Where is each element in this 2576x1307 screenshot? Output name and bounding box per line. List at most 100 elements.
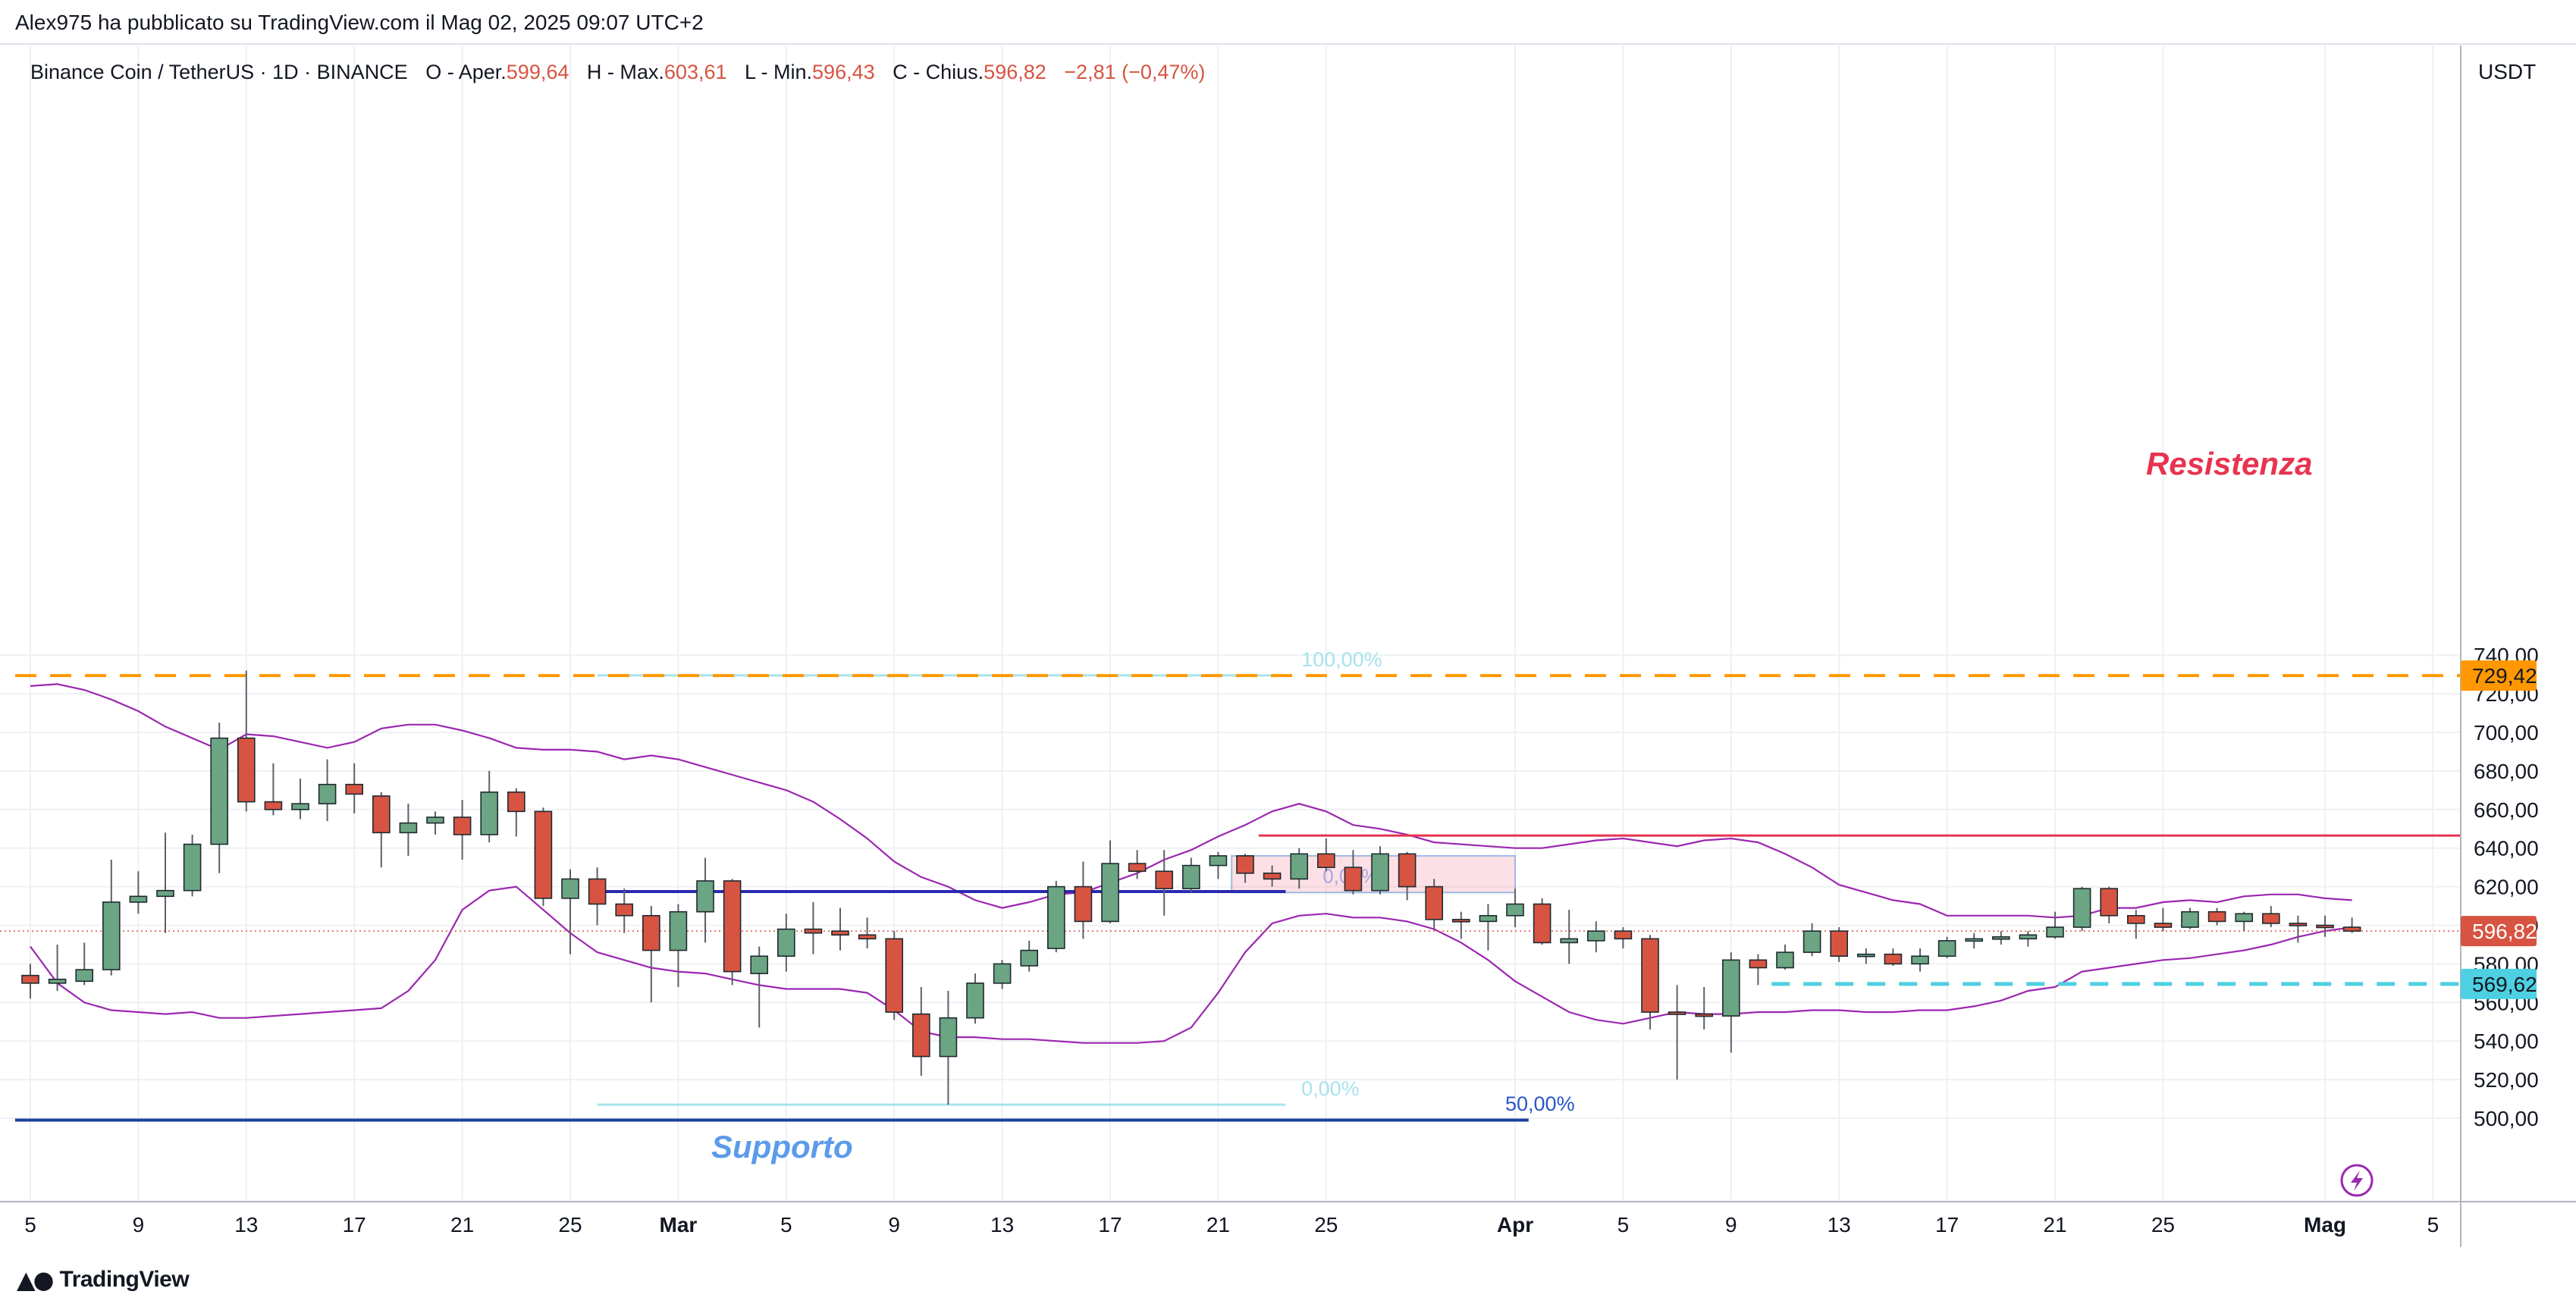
candle [372, 791, 391, 868]
y-tick-label: 700,00 [2474, 721, 2539, 744]
publish-caption: Alex975 ha pubblicato su TradingView.com… [15, 11, 704, 34]
candle [21, 964, 39, 999]
candle [1587, 921, 1605, 953]
x-tick-label: 17 [1098, 1213, 1122, 1236]
y-tick-label: 540,00 [2474, 1030, 2539, 1053]
candle-body [102, 901, 121, 970]
x-tick-label: 5 [2427, 1213, 2440, 1236]
candle-body [750, 955, 769, 974]
candle-body [2154, 923, 2173, 928]
candle [2289, 915, 2308, 943]
candle-body [1722, 959, 1740, 1017]
candle [669, 904, 688, 987]
candle [2316, 915, 2334, 937]
candle-body [75, 969, 93, 983]
candle [264, 763, 283, 816]
legend-high-value: 603,61 [664, 61, 727, 83]
candle-body [534, 810, 553, 899]
legend-close-value: 596,82 [984, 61, 1046, 83]
candle-body [1182, 864, 1200, 889]
candle-body [1614, 930, 1633, 940]
candle-body [588, 878, 607, 905]
svg-text:Binance Coin / TetherUS · 1D ·: Binance Coin / TetherUS · 1D · BINANCE O… [30, 61, 1205, 83]
candle [858, 917, 877, 949]
candle [102, 859, 121, 976]
candle-body [1236, 855, 1254, 874]
candle-body [1128, 863, 1147, 873]
candle [2019, 931, 2038, 947]
candle-body [939, 1017, 958, 1058]
x-tick-label: 5 [24, 1213, 36, 1236]
candle-body [1587, 930, 1605, 942]
candle [1425, 879, 1443, 929]
legend-low-value: 596,43 [812, 61, 875, 83]
candle-body [1479, 914, 1498, 923]
candle-body [804, 928, 823, 934]
candle [1209, 851, 1228, 879]
candle-body [858, 934, 877, 940]
candle [426, 811, 444, 835]
candle-body [264, 801, 283, 810]
candle [1884, 948, 1903, 966]
legend-symbol: Binance Coin / TetherUS · 1D · BINANCE [30, 61, 408, 83]
candle [1614, 927, 1633, 949]
current-price-badge: 596,82 [2472, 920, 2537, 943]
lightning-icon[interactable] [2340, 1164, 2374, 1197]
candle [453, 800, 472, 860]
candle [993, 960, 1012, 989]
candle [1722, 952, 1740, 1053]
candle-body [777, 928, 795, 958]
candle-body [1344, 867, 1363, 892]
x-tick-label: 5 [780, 1213, 792, 1236]
candle [723, 879, 742, 986]
x-tick-label: 9 [1725, 1213, 1737, 1236]
candle [1155, 850, 1173, 916]
candle-body [2127, 914, 2145, 924]
candle-body [1992, 936, 2010, 940]
candle-body [21, 974, 39, 984]
candle-body [399, 822, 418, 834]
candle-body [2207, 911, 2226, 923]
candle-body [1965, 938, 1983, 942]
candle-body [480, 791, 499, 835]
candle-body [1533, 903, 1552, 944]
candle [1479, 904, 1498, 951]
candle-body [1857, 953, 1875, 958]
candle-body [1101, 863, 1119, 923]
candle [1695, 986, 1713, 1030]
candle [912, 986, 930, 1077]
candle-body [1452, 919, 1470, 923]
candle [1937, 936, 1956, 958]
candle-body [237, 737, 256, 803]
candle [1911, 948, 1929, 972]
candle-body [1560, 938, 1578, 944]
candle-body [1884, 953, 1903, 965]
legend-change: −2,81 (−0,47%) [1064, 61, 1205, 83]
orange-price-badge: 729,42 [2472, 664, 2537, 688]
x-tick-label: 13 [234, 1213, 258, 1236]
candle-body [1020, 949, 1038, 967]
candle [1965, 932, 1983, 949]
candle [1263, 865, 1282, 887]
candle [2235, 911, 2253, 932]
candle [75, 942, 93, 986]
fib-50-label: 50,00% [1505, 1092, 1575, 1115]
tradingview-brand[interactable]: ▲● TradingView [17, 1265, 190, 1295]
candle [1236, 854, 1254, 883]
candle-body [615, 903, 634, 917]
candle-body [1398, 853, 1417, 888]
candle-body [1695, 1013, 1713, 1017]
orange-price-badge-bg [2461, 660, 2537, 691]
legend-open-label: O - Aper. [425, 61, 507, 83]
candle-body [507, 791, 526, 813]
legend-low-label: L - Min. [745, 61, 812, 83]
candle-body [561, 878, 579, 899]
candle [2181, 907, 2199, 929]
candle-body [993, 963, 1012, 984]
y-tick-label: 500,00 [2474, 1107, 2539, 1130]
candle-body [1911, 955, 1929, 965]
candle-body [2289, 923, 2308, 926]
candle [156, 832, 174, 933]
candle [642, 906, 660, 1003]
